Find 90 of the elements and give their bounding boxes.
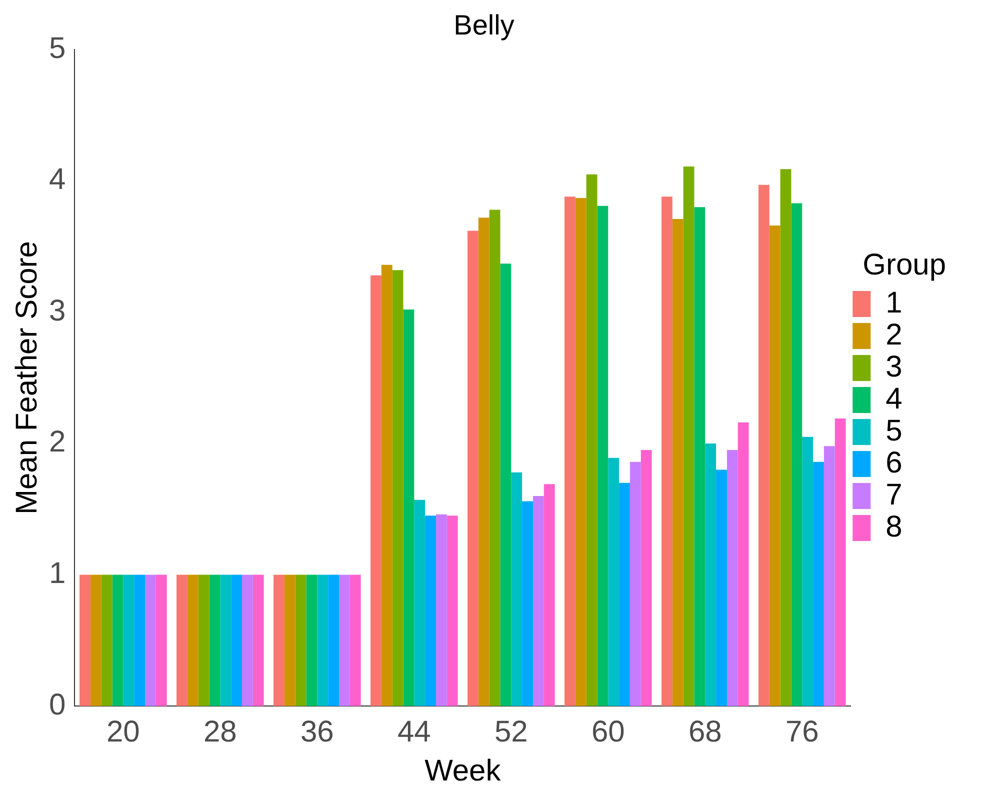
bar (575, 198, 586, 706)
legend-label: 6 (886, 446, 902, 480)
bar (231, 574, 242, 706)
legend-label: 7 (886, 478, 902, 512)
bar (145, 574, 156, 706)
legend-label: 3 (886, 350, 902, 384)
x-tick-label: 20 (106, 715, 140, 748)
y-tick-label: 2 (48, 426, 66, 459)
bar (101, 574, 112, 706)
y-tick-label: 1 (48, 556, 66, 590)
bar (532, 496, 544, 706)
x-tick-label: 28 (203, 715, 237, 748)
bar (630, 462, 641, 706)
y-tick-label: 3 (48, 294, 66, 328)
bar (414, 500, 426, 706)
bar (705, 443, 716, 706)
legend-label: 4 (886, 382, 902, 416)
bar (328, 574, 339, 706)
bar (436, 514, 447, 706)
bar (716, 470, 727, 706)
bar (522, 501, 533, 706)
x-axis-title: Week (424, 754, 502, 788)
bar (824, 446, 835, 706)
bar (738, 422, 749, 706)
bar (242, 574, 253, 706)
bar (661, 196, 672, 706)
bar (381, 264, 392, 706)
y-axis-title: Mean Feather Score (10, 241, 44, 515)
bar (446, 516, 458, 706)
y-tick-label: 5 (48, 32, 66, 65)
x-tick-label: 36 (300, 715, 334, 748)
bar (80, 574, 90, 706)
bar (156, 574, 167, 706)
legend-label: 1 (886, 286, 902, 320)
bar (640, 450, 652, 706)
x-tick-label: 44 (397, 715, 431, 748)
bar (209, 574, 220, 706)
bar (564, 196, 576, 706)
bar (306, 574, 318, 706)
y-tick-label: 0 (48, 688, 66, 722)
bar (392, 270, 404, 706)
y-tick-label: 4 (48, 163, 66, 196)
legend-title: Group (862, 248, 946, 282)
bar (672, 218, 684, 706)
legend-label: 5 (886, 414, 902, 448)
bar (608, 458, 620, 706)
bar (220, 574, 232, 706)
legend-label: 8 (886, 510, 902, 544)
bar (683, 166, 694, 706)
bar (176, 574, 188, 706)
bar (769, 226, 780, 706)
bar (112, 574, 124, 706)
x-tick-label: 60 (591, 715, 625, 748)
bar (500, 264, 512, 706)
x-tick-label: 52 (494, 715, 528, 748)
bar (544, 484, 555, 706)
bar (791, 203, 802, 706)
bar (468, 230, 478, 706)
bar (726, 450, 738, 706)
bar (489, 210, 500, 706)
legend-label: 2 (886, 318, 902, 352)
bar (403, 310, 414, 706)
bar (511, 472, 522, 706)
bar (586, 174, 598, 706)
bar (813, 462, 824, 706)
bar (694, 207, 706, 706)
bar (834, 418, 846, 706)
bar (802, 436, 814, 706)
bar (284, 574, 296, 706)
bar (90, 574, 102, 706)
x-tick-label: 68 (688, 715, 722, 748)
bar (350, 574, 361, 706)
bar (338, 574, 350, 706)
bar (425, 516, 436, 706)
bar (295, 574, 306, 706)
bar (597, 206, 608, 706)
bar (758, 184, 770, 706)
bar (123, 574, 134, 706)
bar (619, 482, 630, 706)
bar (370, 275, 382, 706)
bar (317, 574, 328, 706)
bar (252, 574, 264, 706)
bar (780, 169, 792, 706)
x-tick-label: 76 (785, 715, 819, 748)
bar (478, 218, 490, 706)
chart-title: Belly (454, 10, 514, 41)
bar (134, 574, 146, 706)
bar (198, 574, 210, 706)
bar (187, 574, 198, 706)
bar (274, 574, 284, 706)
